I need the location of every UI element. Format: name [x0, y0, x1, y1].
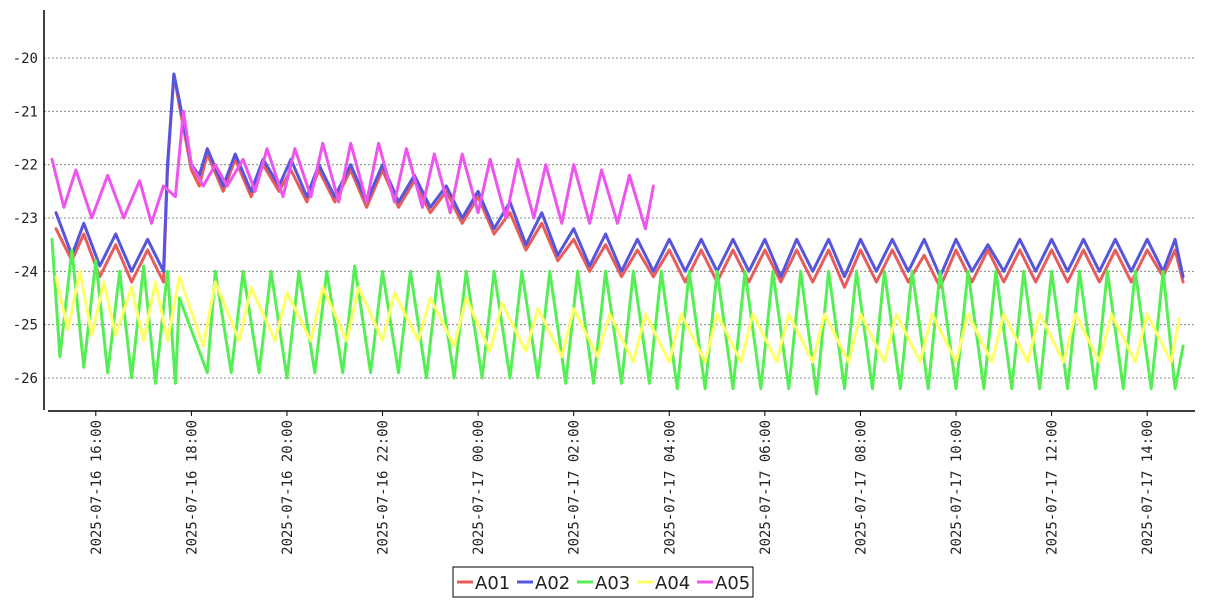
x-tick-label: 2025-07-17 10:00	[949, 420, 965, 555]
series-line-a04	[54, 269, 1181, 364]
y-tick-label: -26	[13, 371, 38, 387]
x-tick-label: 2025-07-17 06:00	[758, 420, 774, 555]
y-tick-label: -25	[13, 318, 38, 334]
legend-label-a05: A05	[715, 573, 750, 594]
y-tick-label: -20	[13, 51, 38, 67]
series-line-a05	[50, 109, 655, 231]
x-tick-label: 2025-07-17 12:00	[1045, 420, 1061, 555]
series-line-a02	[54, 72, 1185, 279]
series-line-a03	[50, 237, 1185, 396]
y-tick-label: -24	[13, 264, 38, 280]
y-tick-label: -22	[13, 158, 38, 174]
y-tick-label: -21	[13, 104, 38, 120]
x-tick-label: 2025-07-17 00:00	[471, 420, 487, 555]
y-tick-label: -23	[13, 211, 38, 227]
series-line-a01	[54, 72, 1185, 289]
x-tick-label: 2025-07-17 04:00	[662, 420, 678, 555]
x-tick-label: 2025-07-16 22:00	[376, 420, 392, 555]
legend-label-a04: A04	[655, 573, 690, 594]
legend-label-a02: A02	[535, 573, 570, 594]
x-tick-label: 2025-07-17 14:00	[1140, 420, 1156, 555]
x-tick-label: 2025-07-16 20:00	[280, 420, 296, 555]
legend-label-a01: A01	[475, 573, 510, 594]
x-tick-label: 2025-07-16 16:00	[89, 420, 105, 555]
x-tick-label: 2025-07-17 08:00	[853, 420, 869, 555]
legend-label-a03: A03	[595, 573, 630, 594]
x-tick-label: 2025-07-17 02:00	[567, 420, 583, 555]
x-tick-label: 2025-07-16 18:00	[184, 420, 200, 555]
